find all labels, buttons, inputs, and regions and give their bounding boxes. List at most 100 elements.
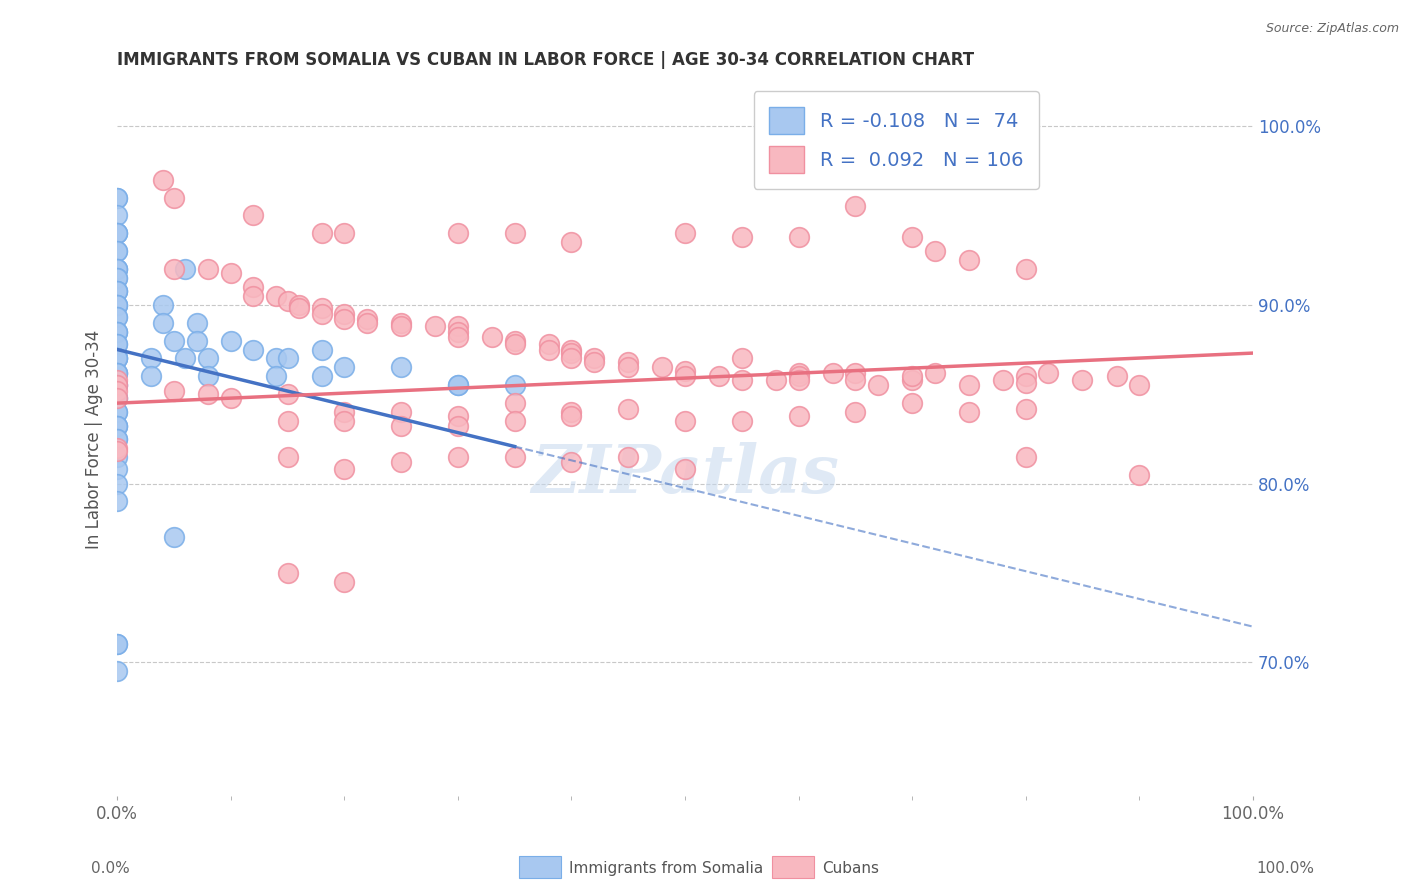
Point — [333, 462, 356, 476]
Point — [264, 289, 287, 303]
Point — [731, 414, 754, 428]
Point — [105, 378, 128, 392]
Point — [425, 319, 447, 334]
Point — [163, 530, 186, 544]
Point — [617, 355, 640, 369]
Point — [957, 253, 980, 268]
Point — [844, 373, 866, 387]
Point — [152, 298, 174, 312]
Point — [617, 450, 640, 464]
Point — [105, 227, 128, 241]
Point — [105, 444, 128, 458]
Point — [105, 351, 128, 366]
Point — [242, 280, 264, 294]
Point — [105, 351, 128, 366]
Point — [560, 409, 582, 423]
Point — [219, 391, 242, 405]
Point — [105, 378, 128, 392]
Point — [503, 378, 526, 392]
Point — [105, 284, 128, 298]
Point — [731, 373, 754, 387]
Point — [503, 337, 526, 351]
Point — [447, 450, 470, 464]
Point — [264, 369, 287, 384]
Point — [957, 378, 980, 392]
Point — [333, 227, 356, 241]
Point — [844, 405, 866, 419]
Point — [197, 387, 219, 401]
Point — [277, 351, 299, 366]
Point — [389, 405, 412, 419]
Point — [277, 387, 299, 401]
Point — [105, 227, 128, 241]
Point — [264, 351, 287, 366]
Point — [105, 494, 128, 508]
Point — [105, 476, 128, 491]
Point — [105, 419, 128, 434]
Point — [163, 190, 186, 204]
Point — [389, 360, 412, 375]
Point — [105, 190, 128, 204]
Point — [673, 227, 696, 241]
Point — [105, 244, 128, 259]
Point — [105, 366, 128, 380]
Point — [333, 574, 356, 589]
Text: Source: ZipAtlas.com: Source: ZipAtlas.com — [1265, 22, 1399, 36]
Point — [105, 432, 128, 446]
Point — [105, 665, 128, 679]
Point — [163, 384, 186, 398]
Text: 100.0%: 100.0% — [1257, 862, 1315, 876]
Point — [447, 325, 470, 339]
Point — [105, 432, 128, 446]
Point — [356, 316, 378, 330]
Point — [673, 369, 696, 384]
Point — [901, 230, 924, 244]
Point — [503, 396, 526, 410]
Point — [163, 262, 186, 277]
Point — [333, 414, 356, 428]
Point — [1128, 378, 1150, 392]
Point — [503, 450, 526, 464]
Point — [389, 316, 412, 330]
Point — [537, 337, 560, 351]
Point — [105, 227, 128, 241]
Point — [105, 419, 128, 434]
Point — [583, 355, 606, 369]
Point — [447, 330, 470, 344]
Point — [105, 366, 128, 380]
Point — [105, 462, 128, 476]
Point — [868, 378, 890, 392]
Point — [991, 373, 1014, 387]
Point — [447, 227, 470, 241]
Text: 0.0%: 0.0% — [91, 862, 131, 876]
Point — [1015, 262, 1038, 277]
Point — [673, 364, 696, 378]
Point — [219, 266, 242, 280]
Point — [787, 366, 810, 380]
Point — [105, 373, 128, 387]
Point — [311, 343, 333, 357]
Point — [277, 414, 299, 428]
Point — [152, 316, 174, 330]
Point — [277, 566, 299, 580]
Point — [105, 325, 128, 339]
Point — [105, 419, 128, 434]
Point — [105, 190, 128, 204]
Point — [731, 351, 754, 366]
Point — [105, 384, 128, 398]
Point — [242, 209, 264, 223]
Point — [105, 262, 128, 277]
Point — [673, 414, 696, 428]
Point — [105, 337, 128, 351]
Point — [277, 450, 299, 464]
Point — [105, 405, 128, 419]
Point — [901, 373, 924, 387]
Point — [731, 230, 754, 244]
Point — [141, 369, 163, 384]
Point — [141, 351, 163, 366]
Y-axis label: In Labor Force | Age 30-34: In Labor Force | Age 30-34 — [86, 329, 103, 549]
Point — [186, 334, 208, 348]
Point — [105, 298, 128, 312]
Point — [924, 366, 946, 380]
Point — [447, 319, 470, 334]
